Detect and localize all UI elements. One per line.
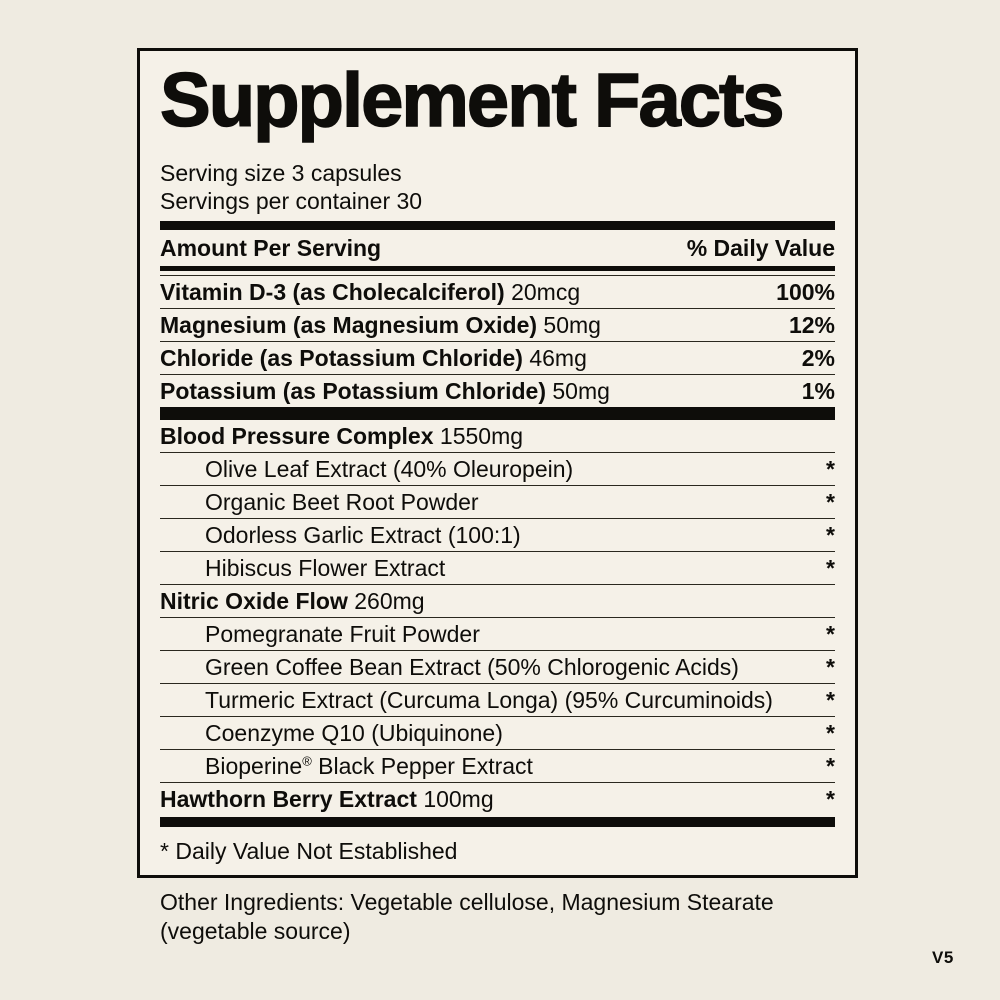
sub-ingredient-row: Odorless Garlic Extract (100:1) * (160, 519, 835, 552)
blend-name: Nitric Oxide Flow (160, 588, 348, 614)
sub-ingredient-row: Coenzyme Q10 (Ubiquinone) * (160, 717, 835, 750)
nutrient-amount: 50mg (543, 312, 601, 338)
daily-value-asterisk: * (826, 720, 835, 746)
sub-ingredient-row: Pomegranate Fruit Powder * (160, 618, 835, 651)
sub-ingredient-name: Coenzyme Q10 (Ubiquinone) (205, 720, 503, 746)
daily-value-asterisk: * (826, 456, 835, 482)
sub-ingredient-row: Bioperine® Black Pepper Extract * (160, 750, 835, 783)
nutrient-amount: 20mcg (511, 279, 581, 305)
sub-ingredient-row: Green Coffee Bean Extract (50% Chlorogen… (160, 651, 835, 684)
medium-divider (160, 266, 835, 271)
nutrient-row: Vitamin D-3 (as Cholecalciferol) 20mcg 1… (160, 275, 835, 309)
sub-ingredient-row: Olive Leaf Extract (40% Oleuropein) * (160, 453, 835, 486)
nutrient-daily-value: 12% (788, 312, 835, 338)
nutrient-name-amount: Vitamin D-3 (as Cholecalciferol) 20mcg (160, 276, 580, 308)
nutrient-row: Potassium (as Potassium Chloride) 50mg 1… (160, 375, 835, 407)
nutrient-name-amount: Hawthorn Berry Extract 100mg (160, 783, 494, 815)
other-ingredients: Other Ingredients: Vegetable cellulose, … (160, 889, 774, 944)
label-title: Supplement Facts (159, 58, 785, 143)
daily-value-asterisk: * (826, 522, 835, 548)
serving-size-line: Serving size 3 capsules (160, 160, 402, 186)
column-header-row: Amount Per Serving % Daily Value (160, 232, 835, 264)
version-tag: V5 (932, 948, 954, 967)
nutrient-name: Chloride (as Potassium Chloride) (160, 345, 523, 371)
thick-divider (160, 407, 835, 420)
nutrient-amount: 50mg (552, 378, 610, 404)
blend-amount: 1550mg (439, 423, 524, 449)
blend-name-amount: Nitric Oxide Flow 260mg (160, 585, 425, 617)
nutrient-name-amount: Magnesium (as Magnesium Oxide) 50mg (160, 309, 601, 341)
sub-ingredient-name: Pomegranate Fruit Powder (205, 621, 480, 647)
sub-ingredient-row: Hibiscus Flower Extract * (160, 552, 835, 585)
sub-ingredient-name: Turmeric Extract (Curcuma Longa) (95% Cu… (205, 687, 773, 713)
sub-ingredient-brand: Bioperine (205, 753, 303, 779)
nutrient-name: Vitamin D-3 (as Cholecalciferol) (160, 279, 505, 305)
daily-value-asterisk: * (826, 687, 835, 713)
column-header-daily-value: % Daily Value (686, 235, 835, 261)
daily-value-asterisk: * (826, 489, 835, 515)
footnote: * Daily Value Not Established (160, 838, 458, 864)
thick-divider (160, 817, 835, 827)
sub-ingredient-name: Hibiscus Flower Extract (205, 555, 446, 581)
sub-ingredient-name-rest: Black Pepper Extract (311, 753, 533, 779)
nutrient-amount: 100mg (423, 786, 494, 812)
blend-header-row: Nitric Oxide Flow 260mg (160, 585, 835, 618)
blend-amount: 260mg (354, 588, 425, 614)
registered-trademark-symbol: ® (302, 753, 312, 769)
nutrient-row: Chloride (as Potassium Chloride) 46mg 2% (160, 342, 835, 375)
nutrient-name-amount: Potassium (as Potassium Chloride) 50mg (160, 375, 610, 407)
daily-value-asterisk: * (826, 621, 835, 647)
column-header-amount-per-serving: Amount Per Serving (160, 235, 382, 261)
nutrient-name: Magnesium (as Magnesium Oxide) (160, 312, 538, 338)
sub-ingredient-row: Turmeric Extract (Curcuma Longa) (95% Cu… (160, 684, 835, 717)
sub-ingredient-row: Organic Beet Root Powder * (160, 486, 835, 519)
daily-value-asterisk: * (826, 753, 835, 779)
nutrient-amount: 46mg (529, 345, 587, 371)
daily-value-asterisk: * (826, 555, 835, 581)
serving-block: Serving size 3 capsules Servings per con… (160, 159, 835, 215)
nutrient-name-amount: Chloride (as Potassium Chloride) 46mg (160, 342, 587, 374)
nutrient-daily-value: 100% (776, 279, 835, 305)
blend-name: Blood Pressure Complex (160, 423, 434, 449)
nutrient-name: Potassium (as Potassium Chloride) (160, 378, 546, 404)
sub-ingredient-name: Odorless Garlic Extract (100:1) (205, 522, 521, 548)
sub-ingredient-name: Green Coffee Bean Extract (50% Chlorogen… (205, 654, 739, 680)
sub-ingredient-name: Bioperine® Black Pepper Extract (160, 750, 533, 782)
daily-value-asterisk: * (826, 654, 835, 680)
thick-divider (160, 221, 835, 230)
sub-ingredient-name: Olive Leaf Extract (40% Oleuropein) (205, 456, 574, 482)
supplement-facts-label: Supplement Facts Serving size 3 capsules… (137, 48, 858, 878)
blend-name-amount: Blood Pressure Complex 1550mg (160, 420, 523, 452)
nutrient-daily-value: 2% (801, 345, 835, 371)
nutrient-row: Magnesium (as Magnesium Oxide) 50mg 12% (160, 309, 835, 342)
servings-per-container-line: Servings per container 30 (160, 188, 423, 214)
daily-value-asterisk: * (826, 786, 835, 812)
sub-ingredient-name: Organic Beet Root Powder (205, 489, 479, 515)
nutrient-row: Hawthorn Berry Extract 100mg * (160, 783, 835, 815)
blend-header-row: Blood Pressure Complex 1550mg (160, 420, 835, 453)
nutrient-daily-value: 1% (801, 378, 835, 404)
nutrient-name: Hawthorn Berry Extract (160, 786, 417, 812)
